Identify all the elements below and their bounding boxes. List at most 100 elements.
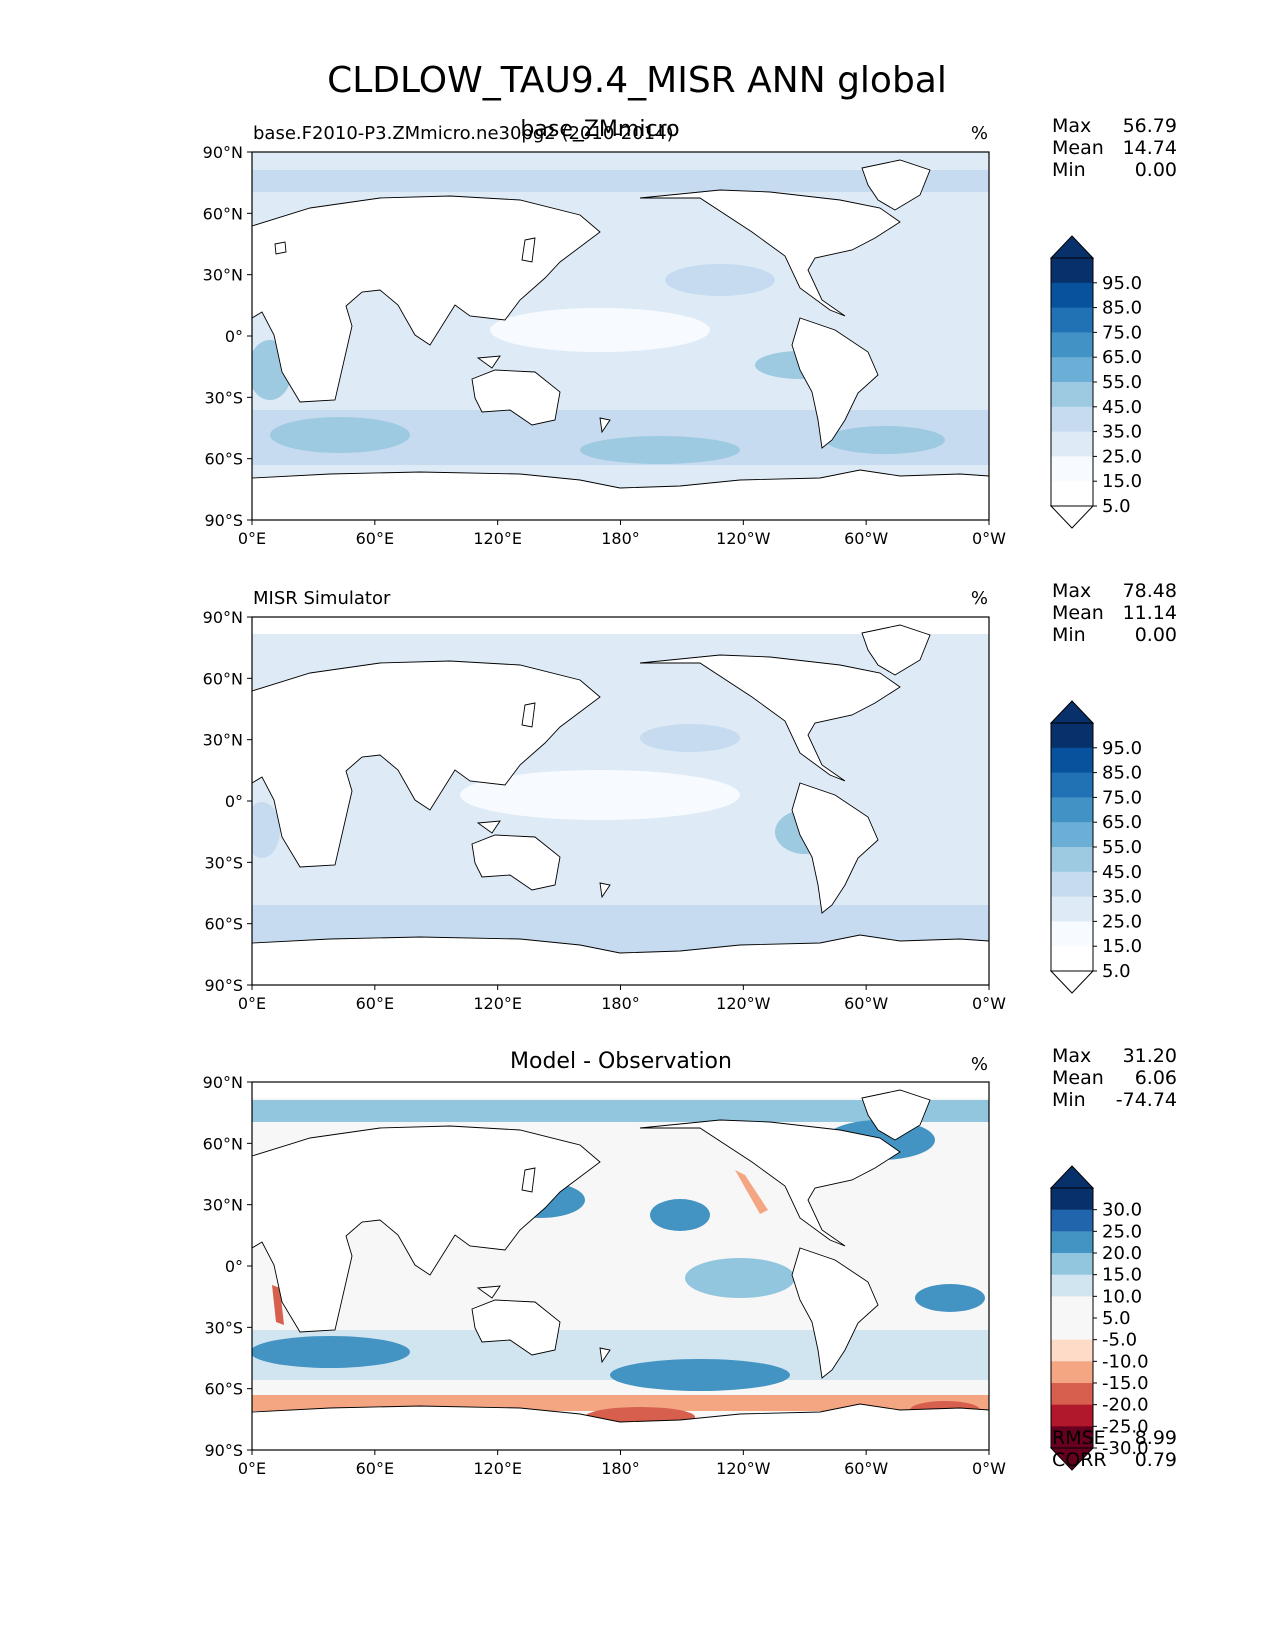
colorbar-swatch	[1051, 747, 1093, 773]
panel-difference-colorbar: 30.025.020.015.010.05.0-5.0-10.0-15.0-20…	[1049, 1165, 1149, 1471]
lon-tick-label: 180°	[601, 1459, 640, 1478]
colorbar-tick-label: 75.0	[1102, 787, 1142, 808]
panel-reference-tropic-low	[460, 770, 740, 820]
figure-title: CLDLOW_TAU9.4_MISR ANN global	[327, 60, 947, 101]
stat-value: -74.74	[1116, 1089, 1177, 1111]
stat-value: 78.48	[1123, 580, 1177, 602]
lat-tick-label: 30°S	[204, 388, 243, 407]
stat-label: Mean	[1052, 1067, 1104, 1089]
colorbar-tick-label: 95.0	[1102, 738, 1142, 759]
lon-tick-label: 120°W	[716, 994, 771, 1013]
rmse-value: 8.99	[1135, 1427, 1177, 1449]
colorbar-tick-label: 25.0	[1102, 1221, 1142, 1242]
lon-tick-label: 120°E	[473, 994, 522, 1013]
lon-tick-label: 0°E	[238, 529, 266, 548]
colorbar-tick-label: 5.0	[1102, 961, 1131, 982]
lat-tick-label: 90°S	[204, 1441, 243, 1460]
panel-difference-so-max-2	[610, 1359, 790, 1391]
stat-label: Max	[1052, 115, 1091, 137]
panel-test-coastlines	[252, 159, 989, 520]
lon-tick-label: 60°W	[844, 994, 888, 1013]
lat-tick-label: 30°N	[203, 731, 243, 750]
lat-tick-label: 30°N	[203, 1196, 243, 1215]
colorbar-tick-label: 35.0	[1102, 887, 1142, 908]
panel-test-so-max-1	[270, 417, 410, 453]
colorbar-swatch	[1051, 822, 1093, 848]
panel-difference-metrics: RMSE 8.99 CORR 0.79	[1052, 1427, 1177, 1471]
panel-test-npac-sc	[665, 264, 775, 296]
panel-difference-coastlines	[252, 1089, 989, 1450]
colorbar-tick-label: 85.0	[1102, 763, 1142, 784]
colorbar-tick-label: 75.0	[1102, 322, 1142, 343]
panel-difference-axes: 90°N 60°N 30°N 0° 30°S 60°S 90°S0°E 60°E 120°E 18…	[203, 1073, 1007, 1478]
panel-difference-center-title: Model - Observation	[510, 1049, 732, 1074]
colorbar-tick-label: 45.0	[1102, 862, 1142, 883]
lon-tick-label: 0°W	[972, 1459, 1006, 1478]
stat-label: Mean	[1052, 137, 1104, 159]
lon-tick-label: 60°E	[356, 529, 394, 548]
colorbar-swatch	[1051, 307, 1093, 333]
panel-difference: Model - Observation %	[203, 1045, 1177, 1478]
panel-test-so-max-2	[580, 436, 740, 464]
stat-label: Max	[1052, 580, 1091, 602]
panel-test-colorbar: 95.0 85.0 75.0 65.0 55.0 45.0 35.0 25.0 15.0 5.0	[1049, 235, 1142, 529]
panel-difference-npac	[650, 1199, 710, 1231]
lat-tick-label: 60°N	[203, 1134, 243, 1153]
panel-test-arctic-band	[252, 170, 989, 192]
lat-tick-label: 90°N	[203, 1073, 243, 1092]
stat-value: 31.20	[1123, 1045, 1177, 1067]
colorbar-swatch	[1051, 797, 1093, 823]
panel-reference-units: %	[971, 588, 988, 609]
colorbar-tick-label: 10.0	[1102, 1286, 1142, 1307]
panel-difference-benguela-neg	[272, 1285, 284, 1325]
colorbar-swatch	[1051, 258, 1093, 284]
lat-tick-label: 0°	[225, 327, 243, 346]
colorbar-tick-label: 15.0	[1102, 471, 1142, 492]
colorbar-swatch	[1051, 871, 1093, 897]
panel-reference-left-title: MISR Simulator	[253, 588, 391, 609]
colorbar-tick-label: -20.0	[1102, 1395, 1149, 1416]
colorbar-tick-label: 5.0	[1102, 496, 1131, 517]
colorbar-tick-label: 95.0	[1102, 273, 1142, 294]
colorbar-swatch	[1051, 772, 1093, 798]
panel-test-axes: 90°N 60°N 30°N 0° 30°S 60°S 90°S0°E 60°E 120°E 18…	[203, 143, 1007, 548]
lon-tick-label: 60°W	[844, 529, 888, 548]
panel-reference-namibian-sc	[252, 802, 280, 858]
colorbar-swatch	[1051, 456, 1093, 482]
stat-value: 0.00	[1135, 624, 1177, 646]
rmse-label: RMSE	[1052, 1427, 1106, 1449]
colorbar-swatch	[1051, 1339, 1093, 1362]
lon-tick-label: 0°E	[238, 1459, 266, 1478]
lon-tick-label: 120°W	[716, 1459, 771, 1478]
panel-test-left-title: base.F2010-P3.ZMmicro.ne30pg2 (2010-2014…	[253, 123, 674, 144]
colorbar-tick-label: 15.0	[1102, 936, 1142, 957]
colorbar-swatch	[1051, 1209, 1093, 1232]
stat-label: Min	[1052, 1089, 1086, 1111]
colorbar-extend-max	[1049, 235, 1095, 259]
colorbar-extend-max	[1049, 1165, 1095, 1189]
colorbar-tick-label: -30.0	[1102, 1438, 1149, 1459]
colorbar-swatch	[1051, 406, 1093, 432]
lon-tick-label: 60°E	[356, 994, 394, 1013]
stat-label: Max	[1052, 1045, 1091, 1067]
panel-difference-eq-pac	[685, 1258, 795, 1298]
colorbar-tick-label: 35.0	[1102, 422, 1142, 443]
colorbar-swatch	[1051, 1296, 1093, 1319]
colorbar-swatch	[1051, 921, 1093, 947]
lon-tick-label: 0°W	[972, 529, 1006, 548]
colorbar-tick-label: -5.0	[1102, 1330, 1137, 1351]
colorbar-tick-label: 25.0	[1102, 446, 1142, 467]
panel-test-warm-pool-low	[490, 308, 710, 352]
panel-reference-colorbar: 95.0 85.0 75.0 65.0 55.0 45.0 35.0 25.0 15.0 5.0	[1049, 700, 1142, 994]
lat-tick-label: 90°S	[204, 976, 243, 995]
panel-test-so-max-3	[825, 426, 945, 454]
lon-tick-label: 120°E	[473, 529, 522, 548]
colorbar-swatch	[1051, 1253, 1093, 1276]
colorbar-swatch	[1051, 1361, 1093, 1384]
panel-difference-california-neg	[735, 1170, 768, 1214]
lat-tick-label: 60°N	[203, 204, 243, 223]
colorbar-extend-min	[1049, 505, 1095, 529]
lat-tick-label: 60°S	[204, 915, 243, 934]
colorbar-swatch	[1051, 1318, 1093, 1341]
